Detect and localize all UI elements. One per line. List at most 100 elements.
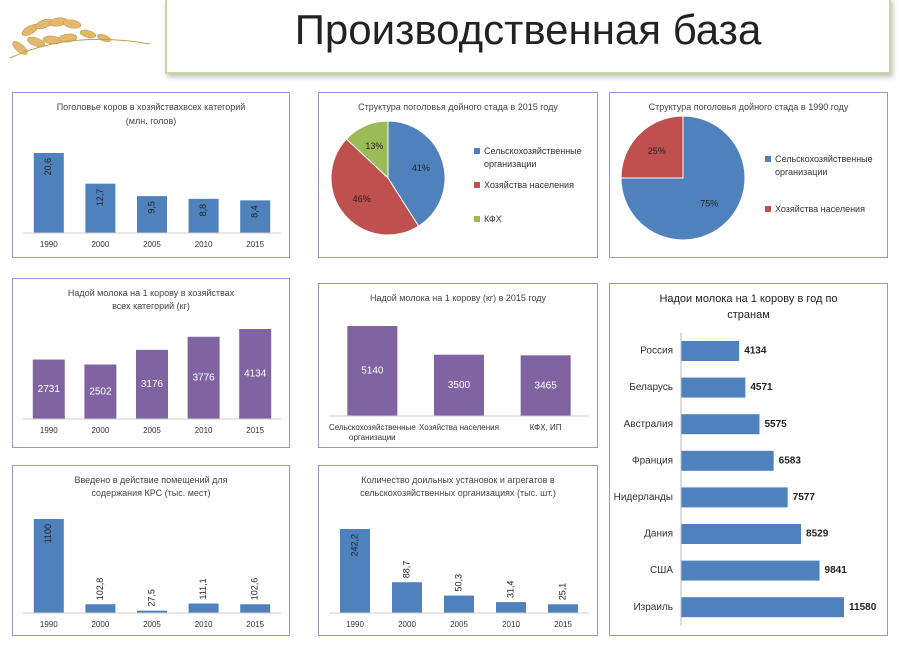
bar [681,524,802,544]
legend-label: Хозяйства населения [484,180,574,190]
x-tick-label: 2005 [143,240,161,249]
data-label: 102,8 [95,578,105,601]
bar [496,602,526,613]
y-tick-label: Австралия [624,419,673,430]
bar [681,487,788,508]
data-label: 31,4 [505,581,515,599]
data-label: 102,6 [250,578,260,601]
x-tick-label: 2015 [554,620,572,629]
bar [32,359,65,419]
x-tick-label: 2010 [194,240,213,249]
data-label: 13% [365,141,383,151]
chart-title: Структура поголовья дойного стада в 2015… [358,102,558,112]
chart: 1100 102,8 27,5 111,1 102,6 [23,519,281,614]
data-label: 11580 [849,602,877,613]
bar [681,560,820,581]
chart-panel: 75% 25% Структура поголовья дойного стада … [609,92,888,258]
bar [681,377,746,398]
bar [681,597,844,618]
bar [33,519,64,613]
bar [444,595,474,613]
x-tick-label: 2010 [502,620,520,629]
data-label: 111,1 [198,578,208,599]
x-tick-label: 2005 [143,426,161,435]
x-tick-label: 2015 [246,240,265,249]
data-label: 242,2 [349,534,359,557]
chart-subtitle: (млн. голов) [125,116,177,126]
chart-title: Надой молока на 1 корову в хозяйствах вс… [67,288,235,312]
y-tick-label: США [650,565,673,576]
x-tick-label: 2010 [194,426,213,435]
bar [434,354,484,416]
chart: 41% 46% 13% [330,120,446,236]
chart-panel: 5140 3500 3465 Надой молока на 1 корову (кг… [318,283,598,448]
x-tick-label: 2015 [246,620,265,629]
data-label: 7577 [793,492,816,503]
bar [84,364,117,419]
data-label: 25,1 [557,583,567,601]
bar [681,414,760,435]
chart-panel: Россия 4134 Беларусь 4571 Австралия 5575 Франц… [609,283,888,636]
data-label: 41% [412,163,430,173]
x-tick-label: КФХ, ИП [529,423,562,432]
x-tick-label: 2000 [398,620,416,629]
legend-item: КФХ [474,213,604,226]
chart-title: Структура поголовья дойного стада в 1990… [648,102,849,112]
legend-item: Хозяйства населения [474,179,604,192]
pie-slice [345,120,389,180]
x-tick-label: Сельскохозяйственные организации [329,423,416,443]
bar [548,604,578,613]
x-tick-label: 2005 [143,620,161,629]
bar [187,336,220,419]
bar [240,604,271,613]
chart: 2731 2502 3176 3776 4134 [23,329,281,420]
legend-swatch [765,156,771,162]
pie-slice [330,138,420,236]
y-tick-label: Франция [632,455,673,466]
data-label: 1100 [43,524,53,543]
y-tick-label: Израиль [633,602,673,613]
chart: 20,6 12,7 9,5 8,8 8,4 [23,153,281,234]
chart-panel: 41% 46% 13% Структура поголовья дойного ста… [318,92,598,258]
chart: Россия 4134 Беларусь 4571 Австралия 5575 Франц… [614,332,877,626]
data-label: 9841 [825,565,848,576]
legend-label: КФХ [484,214,502,224]
x-tick-label: 2010 [194,620,213,629]
data-label: 3176 [141,379,164,390]
x-tick-label: 2005 [450,620,468,629]
x-tick-label: 1990 [39,620,58,629]
data-label: 5575 [764,419,787,430]
data-label: 20,6 [43,158,53,176]
page-title: Производственная база [294,6,762,53]
legend-swatch [474,148,480,154]
chart-panel: 242,2 88,7 50,3 31,4 25,1 Количество доильных… [318,465,598,636]
bar [137,196,167,233]
chart: 75% 25% [620,115,746,241]
data-label: 8,4 [250,205,260,218]
data-label: 5140 [361,366,384,377]
data-label: 4134 [744,346,767,357]
y-tick-label: Россия [640,346,673,357]
legend-item: Хозяйства населения [765,203,895,216]
chart: 242,2 88,7 50,3 31,4 25,1 [329,529,589,614]
x-tick-label: 2000 [91,426,110,435]
chart-title: Надой молока на 1 корову (кг) в 2015 год… [369,293,547,303]
chart-title: Поголовье коров в хозяйствахвсех категор… [56,102,246,112]
x-tick-label: 1990 [39,426,58,435]
bar [681,341,740,361]
legend-swatch [474,182,480,188]
chart-title: Надои молока на 1 корову в год по страна… [659,293,838,321]
bar [85,604,116,613]
data-label: 3465 [535,380,558,391]
bar [520,355,571,416]
y-tick-label: Нидерланды [614,492,673,503]
data-label: 4134 [244,369,267,380]
bar [136,349,168,419]
chart-panel: 20,6 12,7 9,5 8,8 8,4 Поголовье коров в хозяй… [12,92,290,258]
chart-title: Количество доильных установок и агрегато… [360,475,556,499]
data-label: 3500 [448,380,471,391]
data-label: 27,5 [146,589,156,607]
legend-swatch [765,206,771,212]
bar [188,198,219,233]
x-tick-label: 2015 [246,426,265,435]
